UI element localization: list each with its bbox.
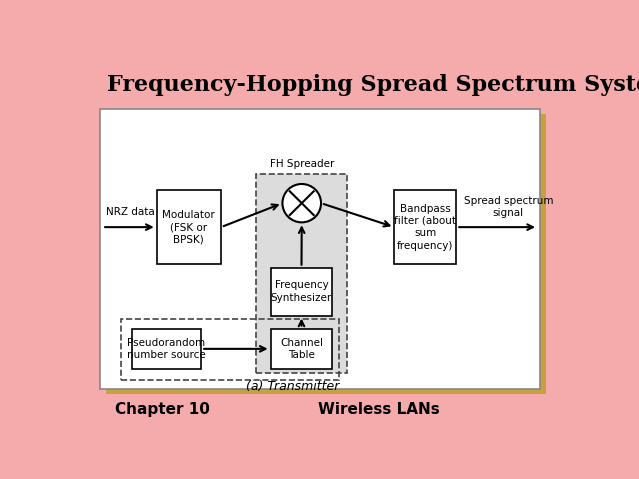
Text: Bandpass
filter (about
sum
frequency): Bandpass filter (about sum frequency) <box>394 204 456 251</box>
Bar <box>105 114 546 394</box>
Text: Pseudorandom
number source: Pseudorandom number source <box>127 338 206 360</box>
Bar <box>394 190 456 264</box>
Bar <box>157 190 221 264</box>
Bar <box>256 174 348 373</box>
Bar <box>270 268 332 316</box>
Text: Channel
Table: Channel Table <box>280 338 323 360</box>
Text: Frequency-Hopping Spread Spectrum System: Frequency-Hopping Spread Spectrum System <box>107 74 639 96</box>
Text: Chapter 10: Chapter 10 <box>114 402 210 417</box>
Text: Modulator
(FSK or
BPSK): Modulator (FSK or BPSK) <box>162 210 215 245</box>
Text: Frequency
Synthesizer: Frequency Synthesizer <box>271 281 332 303</box>
Text: Spread spectrum
signal: Spread spectrum signal <box>464 196 553 218</box>
Bar <box>100 109 541 389</box>
Ellipse shape <box>282 184 321 222</box>
Text: (a) Transmitter: (a) Transmitter <box>246 380 339 393</box>
Bar <box>270 329 332 369</box>
Bar <box>121 319 339 380</box>
Text: Wireless LANs: Wireless LANs <box>318 402 440 417</box>
Text: FH Spreader: FH Spreader <box>270 159 334 169</box>
Text: NRZ data: NRZ data <box>105 207 155 217</box>
Bar <box>132 329 201 369</box>
